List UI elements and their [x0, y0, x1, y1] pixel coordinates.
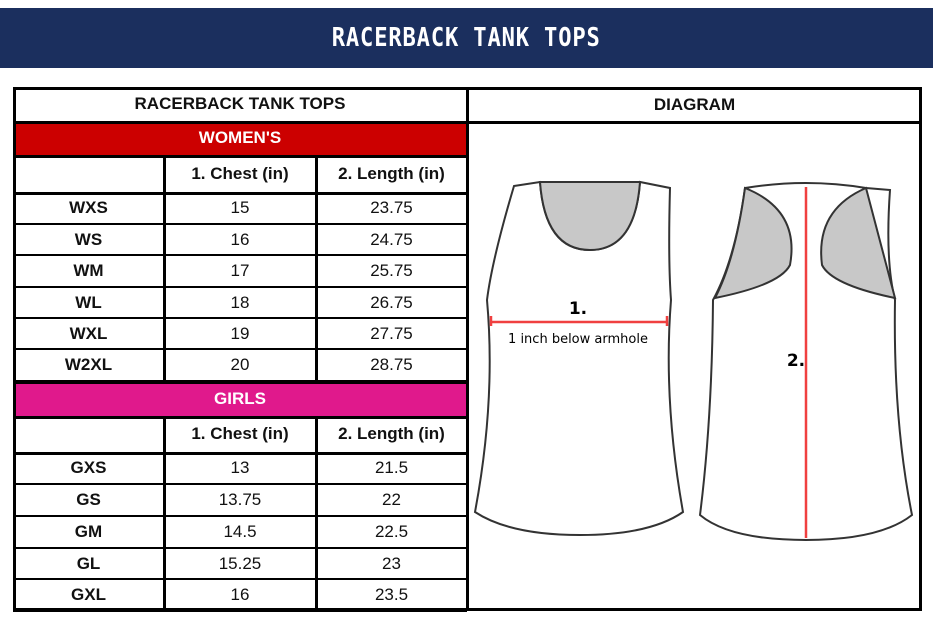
back-right-armhole-shade: [820, 186, 897, 300]
size-cell: GM: [74, 522, 103, 541]
value-cell: 19: [230, 323, 250, 343]
value-cell: 25.75: [370, 261, 413, 280]
grid-line: [13, 452, 467, 455]
table-title: RACERBACK TANK TOPS: [134, 94, 346, 113]
grid-line: [13, 348, 467, 350]
column-header: 2. Length (in): [338, 163, 445, 183]
size-cell: GS: [76, 490, 101, 509]
grid-line: [13, 547, 467, 549]
size-cell: WXL: [69, 323, 108, 343]
grid-line: [13, 416, 467, 419]
grid-line: [163, 416, 166, 611]
value-cell: 15.25: [218, 553, 262, 573]
grid-line: [315, 155, 318, 381]
size-cell: GXL: [71, 585, 106, 604]
value-cell: 21.5: [374, 458, 409, 477]
grid-line: [13, 254, 467, 256]
value-cell: 24.75: [370, 229, 413, 249]
grid-line: [315, 416, 318, 611]
length-label: 2.: [787, 351, 805, 371]
banner-title: RACERBACK TANK TOPS: [332, 23, 601, 53]
value-cell: 22.5: [374, 522, 409, 541]
grid-line: [13, 223, 467, 225]
chest-note: 1 inch below armhole: [508, 332, 648, 347]
value-cell: 26.75: [370, 292, 413, 312]
value-cell: 27.75: [370, 323, 413, 343]
grid-line: [13, 155, 467, 158]
value-cell: 22: [382, 490, 401, 509]
value-cell: 23.5: [374, 585, 409, 604]
grid-line: [13, 121, 467, 124]
value-cell: 13.75: [218, 490, 262, 509]
grid-line: [467, 121, 922, 124]
grid-line: [13, 87, 16, 611]
back-left-armhole-shade: [713, 186, 793, 300]
value-cell: 14.5: [223, 522, 257, 541]
value-cell: 23.75: [370, 198, 413, 217]
page-banner: RACERBACK TANK TOPS: [0, 8, 933, 68]
value-cell: 16: [230, 585, 250, 604]
column-header: 2. Length (in): [338, 424, 445, 443]
size-cell: GXS: [70, 458, 107, 477]
size-cell: WS: [74, 229, 103, 249]
grid-line: [13, 286, 467, 288]
grid-line: [919, 87, 922, 611]
value-cell: 17: [230, 261, 250, 280]
size-cell: WM: [73, 261, 104, 280]
grid-line: [163, 155, 166, 381]
value-cell: 23: [382, 553, 401, 573]
value-cell: 18: [230, 292, 250, 312]
section-header: GIRLS: [13, 381, 467, 416]
value-cell: 13: [230, 458, 250, 477]
diagram-header: DIAGRAM: [653, 95, 736, 114]
grid-line: [13, 317, 467, 319]
grid-line: [13, 578, 467, 580]
value-cell: 16: [230, 229, 250, 249]
grid-line: [13, 192, 467, 195]
grid-line: [13, 610, 467, 612]
grid-line: [466, 87, 469, 611]
grid-line: [13, 483, 467, 485]
section-header: WOMEN'S: [13, 121, 467, 155]
grid-line: [13, 515, 467, 517]
value-cell: 20: [230, 355, 250, 374]
column-header: 1. Chest (in): [191, 163, 289, 183]
size-cell: W2XL: [64, 355, 113, 374]
size-cell: WXS: [69, 198, 108, 217]
size-cell: GL: [76, 553, 101, 573]
column-header: 1. Chest (in): [191, 424, 289, 443]
size-cell: WL: [75, 292, 102, 312]
value-cell: 28.75: [370, 355, 413, 374]
chest-label: 1.: [569, 299, 587, 319]
value-cell: 15: [230, 198, 250, 217]
grid-line: [13, 381, 467, 384]
front-neck-shade: [538, 181, 642, 252]
